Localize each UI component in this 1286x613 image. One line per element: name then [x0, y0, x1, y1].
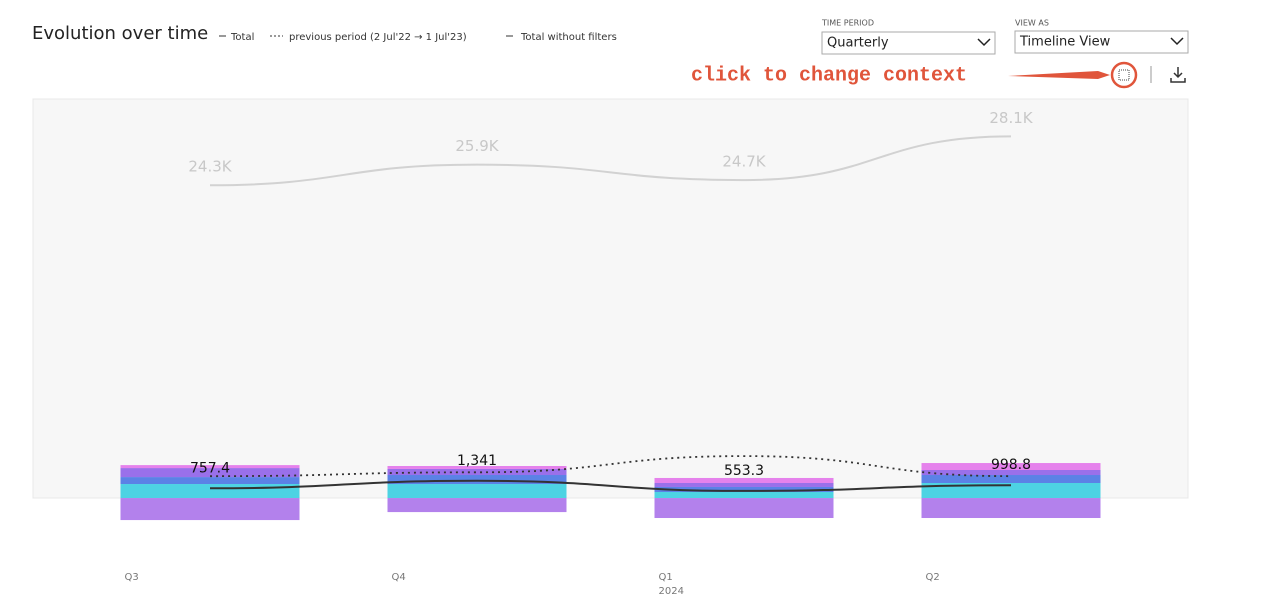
bar-segment — [921, 475, 1101, 483]
bar-segment — [921, 498, 1101, 519]
context-icon[interactable] — [1118, 69, 1130, 81]
bar-segment — [921, 482, 1101, 499]
control-label: VIEW AS — [1015, 19, 1049, 28]
chevron — [977, 38, 991, 47]
bar-segment — [120, 477, 300, 485]
value-label: 28.1K — [989, 109, 1033, 127]
annotation: click to change context — [691, 64, 967, 87]
legend-label: Total without filters — [520, 32, 617, 43]
value-label: 553.3 — [724, 463, 764, 479]
title: Evolution over time — [32, 23, 208, 44]
dropdown[interactable] — [1014, 30, 1189, 54]
value-label: 25.9K — [455, 137, 499, 155]
value-label: 1,341 — [457, 453, 497, 469]
line — [209, 455, 1012, 478]
dropdown-value: Timeline View — [1019, 35, 1111, 50]
bar-segment — [387, 484, 567, 499]
line — [209, 135, 1012, 187]
value-label: 757.4 — [190, 460, 230, 476]
chevron — [1170, 37, 1184, 46]
bar-segment — [120, 465, 300, 469]
bar-segment — [120, 484, 300, 499]
value-label: 998.8 — [991, 457, 1031, 473]
arrow — [1008, 71, 1110, 79]
plot-area — [32, 98, 1189, 499]
bar-segment — [654, 482, 834, 487]
plot: Q3 Q4 Q1 2024 Q2 757.4 1,341 553.3 998.8 24.3K 25.… — [120, 109, 1101, 597]
value-label: 24.3K — [188, 158, 232, 176]
dropdown[interactable] — [821, 31, 996, 55]
value-label: 24.7K — [722, 153, 766, 171]
dropdown-value: Quarterly — [827, 36, 889, 51]
x-tick-label: Q2 — [926, 572, 940, 583]
line — [209, 479, 1012, 492]
x-tick-label: Q1 — [659, 572, 673, 583]
highlight-circle — [1110, 61, 1138, 89]
bar-segment — [921, 469, 1101, 476]
bar-segment — [120, 468, 300, 478]
bar-segment — [387, 466, 567, 469]
bar-segment — [120, 498, 300, 521]
legend-label: Total — [230, 32, 254, 43]
legend-label: previous period (2 Jul'22 → 1 Jul'23) — [289, 32, 467, 43]
bar-segment — [387, 468, 567, 476]
x-tick-sublabel: 2024 — [659, 586, 684, 597]
x-tick-label: Q4 — [392, 572, 406, 583]
bar-segment — [387, 498, 567, 513]
x-tick-label: Q3 — [125, 572, 139, 583]
bar-segment — [654, 492, 834, 499]
bar-segment — [654, 486, 834, 493]
download-icon[interactable] — [1170, 67, 1186, 83]
bar-segment — [654, 498, 834, 519]
bar-segment — [654, 477, 834, 483]
control-label: TIME PERIOD — [821, 19, 874, 28]
bar-segment — [387, 475, 567, 485]
bar-segment — [921, 463, 1101, 470]
